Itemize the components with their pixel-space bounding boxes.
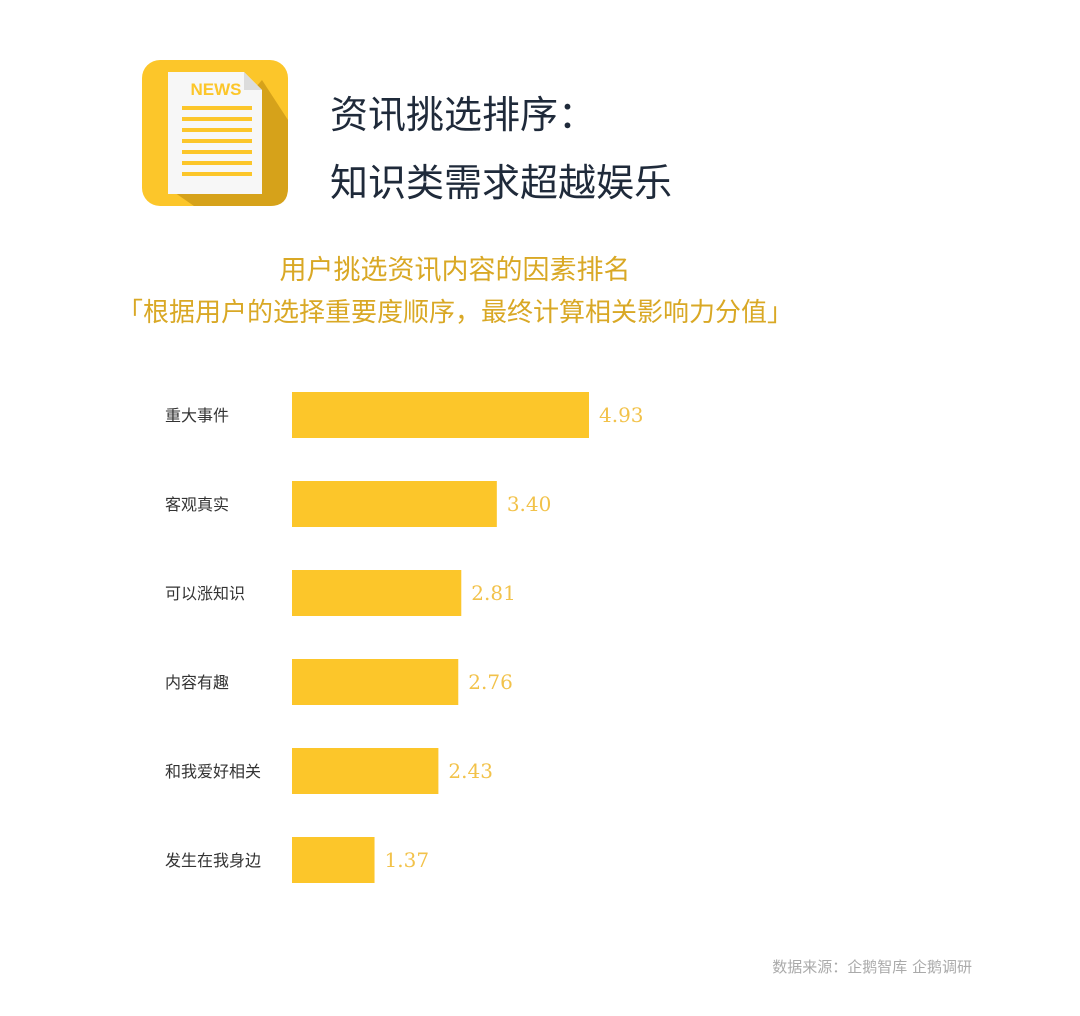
bar: [292, 748, 439, 794]
category-label: 发生在我身边: [165, 851, 261, 870]
value-label: 1.37: [385, 848, 430, 872]
value-label: 2.76: [468, 670, 513, 694]
news-icon-line: [182, 139, 252, 143]
news-icon-line: [182, 106, 252, 110]
category-label: 重大事件: [165, 406, 229, 425]
page-title-line-2: 知识类需求超越娱乐: [330, 161, 673, 205]
bar: [292, 837, 375, 883]
value-label: 2.81: [471, 581, 516, 605]
bar-group: 和我爱好相关 2.43: [165, 748, 493, 794]
news-icon: NEWS: [142, 60, 288, 206]
value-label: 4.93: [599, 403, 644, 427]
bar-group: 重大事件 4.93: [165, 392, 644, 438]
news-icon-label: NEWS: [191, 80, 242, 99]
chart-title: 用户挑选资讯内容的因素排名: [279, 255, 631, 286]
bar: [292, 392, 589, 438]
category-label: 可以涨知识: [165, 584, 245, 603]
bar-group: 内容有趣 2.76: [165, 659, 513, 705]
data-source: 数据来源：企鹅智库 企鹅调研: [772, 958, 972, 976]
bar: [292, 570, 462, 616]
bar-chart: 重大事件 4.93 客观真实 3.40 可以涨知识 2.81 内容有趣 2.76 和我爱好相关 2…: [165, 392, 644, 883]
news-icon-line: [182, 117, 252, 121]
page-title-line-1: 资讯挑选排序：: [330, 93, 597, 137]
chart-subtitle: 「根据用户的选择重要度顺序，最终计算相关影响力分值」: [116, 298, 793, 328]
category-label: 客观真实: [165, 495, 229, 514]
news-icon-paper-fold: [244, 72, 262, 90]
news-icon-line: [182, 172, 252, 176]
bar: [292, 659, 459, 705]
category-label: 内容有趣: [165, 673, 229, 692]
bar-group: 发生在我身边 1.37: [165, 837, 429, 883]
bar-group: 可以涨知识 2.81: [165, 570, 516, 616]
value-label: 2.43: [448, 759, 493, 783]
bar-group: 客观真实 3.40: [165, 481, 551, 527]
news-icon-line: [182, 150, 252, 154]
value-label: 3.40: [507, 492, 552, 516]
category-label: 和我爱好相关: [165, 762, 261, 781]
news-icon-line: [182, 128, 252, 132]
bar: [292, 481, 497, 527]
news-icon-line: [182, 161, 252, 165]
